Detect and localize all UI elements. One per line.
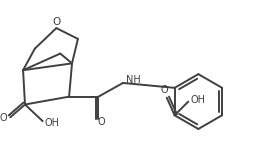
- Text: NH: NH: [126, 75, 141, 85]
- Text: OH: OH: [45, 118, 59, 128]
- Text: O: O: [0, 113, 7, 123]
- Text: OH: OH: [190, 95, 205, 105]
- Text: O: O: [161, 85, 169, 95]
- Text: O: O: [97, 117, 105, 127]
- Text: O: O: [52, 17, 61, 27]
